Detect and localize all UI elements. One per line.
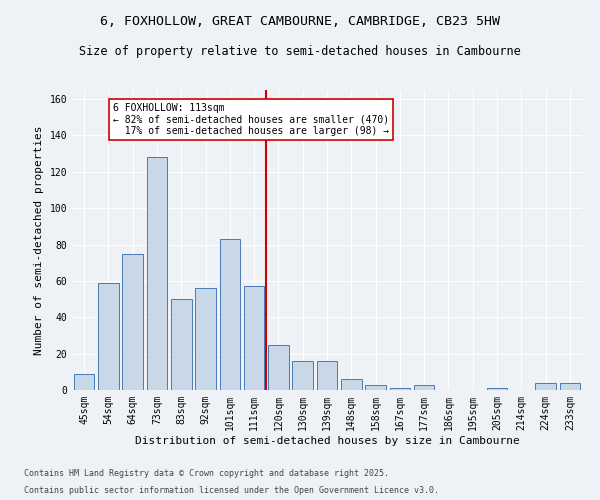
Bar <box>365 384 386 390</box>
Bar <box>195 288 216 390</box>
Bar <box>146 158 167 390</box>
Text: 6 FOXHOLLOW: 113sqm
← 82% of semi-detached houses are smaller (470)
  17% of sem: 6 FOXHOLLOW: 113sqm ← 82% of semi-detach… <box>113 102 389 136</box>
Bar <box>98 282 119 390</box>
Bar <box>268 344 289 390</box>
Bar <box>74 374 94 390</box>
Bar <box>389 388 410 390</box>
Bar <box>317 361 337 390</box>
Bar <box>292 361 313 390</box>
Text: 6, FOXHOLLOW, GREAT CAMBOURNE, CAMBRIDGE, CB23 5HW: 6, FOXHOLLOW, GREAT CAMBOURNE, CAMBRIDGE… <box>100 15 500 28</box>
Text: Contains public sector information licensed under the Open Government Licence v3: Contains public sector information licen… <box>24 486 439 495</box>
Bar <box>560 382 580 390</box>
Bar <box>220 239 240 390</box>
Bar <box>535 382 556 390</box>
Text: Contains HM Land Registry data © Crown copyright and database right 2025.: Contains HM Land Registry data © Crown c… <box>24 468 389 477</box>
Bar <box>171 299 191 390</box>
Bar <box>122 254 143 390</box>
Bar <box>341 379 362 390</box>
Y-axis label: Number of semi-detached properties: Number of semi-detached properties <box>34 125 44 355</box>
Text: Size of property relative to semi-detached houses in Cambourne: Size of property relative to semi-detach… <box>79 45 521 58</box>
Bar <box>487 388 508 390</box>
Bar <box>414 384 434 390</box>
X-axis label: Distribution of semi-detached houses by size in Cambourne: Distribution of semi-detached houses by … <box>134 436 520 446</box>
Bar <box>244 286 265 390</box>
